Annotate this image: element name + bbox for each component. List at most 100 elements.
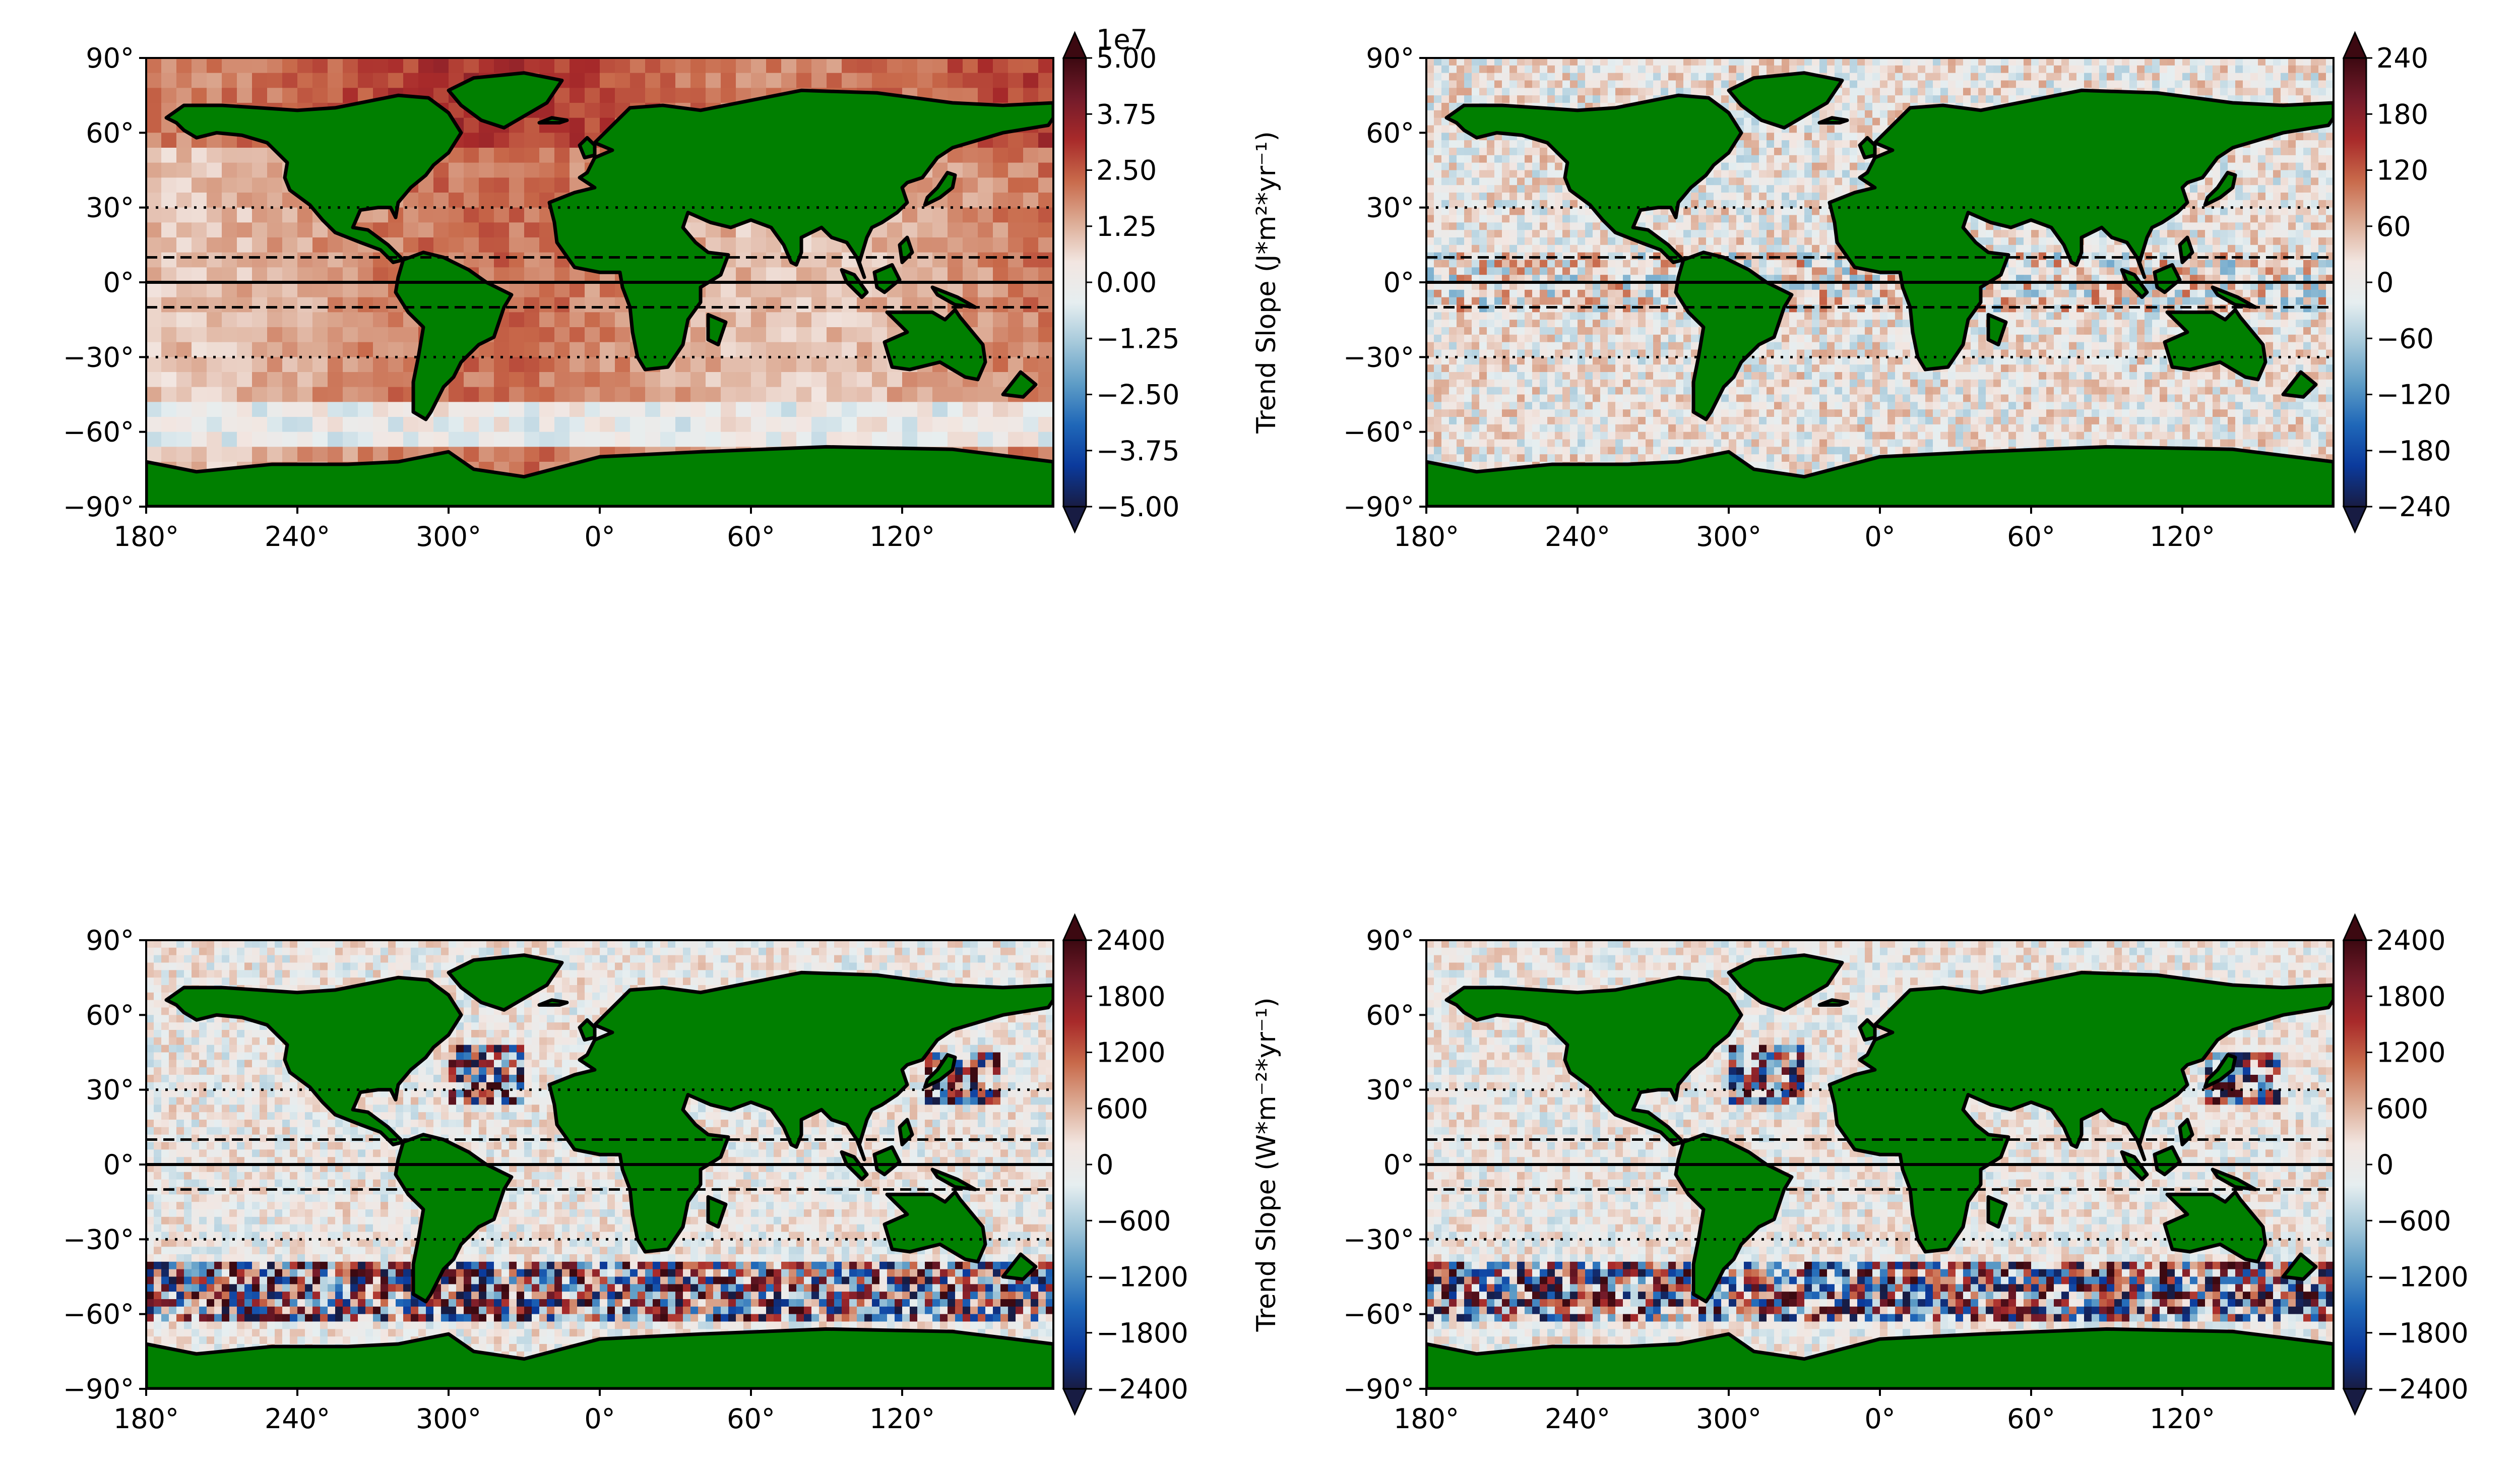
continent-new-zealand (2281, 370, 2318, 399)
colorbar-bottom-right: 2400180012006000−600−1200−1800−2400Trend… (2342, 913, 2469, 1416)
colorbar-extend-max (2342, 31, 2368, 59)
continent-new-zealand (1001, 370, 1038, 399)
x-tick-label: 180° (113, 521, 179, 553)
continent-madagascar (1986, 1195, 2008, 1229)
continent-madagascar (706, 313, 728, 347)
continent-japan (2203, 170, 2237, 207)
x-tick-label: 60° (727, 521, 775, 553)
x-tick-label: 0° (584, 1403, 615, 1435)
continent-antarctica (1426, 445, 2334, 507)
continent-madagascar (706, 1195, 728, 1229)
x-tick-label: 180° (1394, 1403, 1459, 1435)
continent-north-america (164, 93, 463, 264)
y-tick-label: −60° (63, 416, 134, 448)
continent-iceland (537, 116, 569, 125)
colorbar-tick-label: 2400 (2376, 925, 2445, 956)
continent-eurasia-africa (1828, 88, 2334, 372)
continent-eurasia-africa (1828, 970, 2334, 1254)
x-tick-label: 120° (869, 521, 935, 553)
continent-greenland (1727, 71, 1844, 130)
colorbar-tick-label: −3.75 (1096, 435, 1179, 467)
map-panel-bottom-right: 90° 60° 30° 0° −30° −60° −90°180° 240° 300° 0° 60°… (1343, 913, 2469, 1435)
continent-south-america (394, 251, 514, 421)
continent-antarctica (146, 445, 1053, 507)
continent-australia (883, 1190, 987, 1264)
continent-eurasia-africa (547, 970, 1053, 1254)
colorbar-tick-label: −60 (2376, 323, 2434, 354)
colorbar-tick-label: 0 (1096, 1149, 1113, 1181)
continent-madagascar (1986, 313, 2008, 347)
colorbar-tick-label: 60 (2376, 211, 2411, 242)
continent-japan (2203, 1053, 2237, 1089)
x-tick-label: 300° (1696, 1403, 1761, 1435)
colorbar-tick-label: −240 (2376, 491, 2451, 523)
x-tick-label: 0° (584, 521, 615, 553)
continent-borneo (2153, 263, 2182, 294)
y-tick-label: 60° (1366, 117, 1414, 149)
continent-new-guinea (2211, 1168, 2257, 1191)
x-tick-label: 60° (2007, 1403, 2055, 1435)
y-tick-label: −30° (1343, 1223, 1414, 1255)
continent-iceland (1817, 998, 1849, 1007)
colorbar-tick-label: 180 (2376, 98, 2428, 130)
colorbar-tick-label: −2400 (1096, 1373, 1188, 1405)
colorbar-gradient (1062, 57, 1087, 508)
x-tick-label: 0° (1864, 1403, 1895, 1435)
x-tick-label: 300° (416, 1403, 481, 1435)
colorbar-tick-label: 0 (2376, 267, 2393, 298)
colorbar-tick-label: 1800 (1096, 981, 1165, 1012)
continent-antarctica (1426, 1327, 2334, 1389)
colorbar-gradient (2343, 57, 2367, 508)
continent-greenland (447, 953, 564, 1012)
y-tick-label: −30° (63, 341, 134, 373)
colorbar-gradient (2343, 939, 2367, 1390)
y-tick-label: 90° (86, 42, 134, 74)
y-tick-label: 30° (1366, 192, 1414, 224)
colorbar-tick-label: 600 (1096, 1093, 1148, 1125)
continent-new-guinea (930, 1168, 977, 1191)
colorbar-label: Trend Slope (W*m⁻²*yr⁻¹) (1251, 997, 1282, 1332)
colorbar-offset-label: 1e7 (1096, 24, 1148, 55)
colorbar-label: Trend Slope (J*m²*yr⁻¹) (1251, 131, 1282, 434)
continent-new-zealand (1001, 1252, 1038, 1281)
colorbar-tick-label: 0.00 (1096, 267, 1157, 298)
x-tick-label: 240° (1545, 521, 1610, 553)
y-tick-label: −90° (63, 491, 134, 523)
colorbar-tick-label: 5.00 (1096, 42, 1157, 74)
y-tick-label: 90° (86, 925, 134, 956)
y-tick-label: −60° (1343, 1299, 1414, 1330)
y-tick-label: 30° (86, 192, 134, 224)
y-tick-label: 0° (103, 1149, 134, 1181)
colorbar-extend-min (2342, 1388, 2368, 1416)
y-tick-label: 60° (86, 117, 134, 149)
continent-australia (2163, 308, 2267, 382)
colorbar-extend-max (1062, 913, 1088, 941)
colorbar-tick-label: −1200 (1096, 1261, 1188, 1293)
y-tick-label: 60° (86, 999, 134, 1031)
y-tick-label: −60° (63, 1299, 134, 1330)
continent-new-guinea (930, 285, 977, 309)
colorbar-tick-label: 120 (2376, 155, 2428, 187)
y-tick-label: 0° (103, 267, 134, 298)
y-tick-label: −30° (1343, 341, 1414, 373)
continent-borneo (2153, 1145, 2182, 1177)
continent-australia (2163, 1190, 2267, 1264)
y-tick-label: 90° (1366, 925, 1414, 956)
continent-south-america (394, 1133, 514, 1304)
colorbar-tick-label: 1200 (2376, 1037, 2445, 1069)
x-tick-label: 180° (1394, 521, 1459, 553)
y-tick-label: 30° (86, 1074, 134, 1106)
colorbar-tick-label: 3.75 (1096, 98, 1157, 130)
continent-new-guinea (2211, 285, 2257, 309)
continent-uk (1858, 136, 1877, 160)
x-tick-label: 240° (1545, 1403, 1610, 1435)
land-top-left (146, 71, 1053, 507)
colorbar-tick-label: 600 (2376, 1093, 2428, 1125)
continent-north-america (164, 975, 463, 1146)
continent-uk (1858, 1018, 1877, 1042)
colorbar-tick-label: −1800 (2376, 1317, 2469, 1349)
colorbar-tick-label: 2400 (1096, 925, 1165, 956)
map-panel-top-right: 90° 60° 30° 0° −30° −60° −90°180° 240° 300° 0° 60°… (1343, 31, 2451, 553)
map-panel-bottom-left: 90° 60° 30° 0° −30° −60° −90°180° 240° 300° 0° 60°… (63, 913, 1282, 1435)
